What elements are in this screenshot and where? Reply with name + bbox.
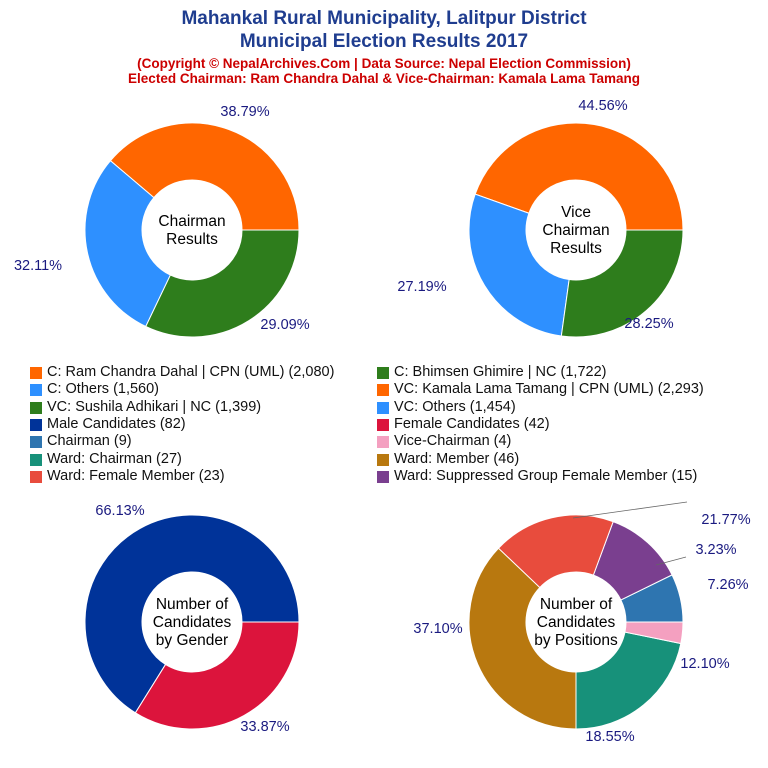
slice-percent-label: 44.56% [578,98,627,114]
legend-label: VC: Kamala Lama Tamang | CPN (UML) (2,29… [394,381,704,398]
legend-swatch [377,453,389,466]
chart-title-line1: Mahankal Rural Municipality, Lalitpur Di… [181,8,587,29]
slice-percent-label: 29.09% [260,317,309,333]
legend-swatch [30,436,42,449]
legend-label: Vice-Chairman (4) [394,433,512,450]
legend-label: C: Others (1,560) [47,381,160,398]
legend-swatch [377,401,389,414]
donut-center-label: Vice [561,204,591,221]
donut-hole [142,572,242,672]
leader-line [655,556,687,566]
legend-swatch [30,418,42,431]
donut-center-label: Chairman [542,222,609,239]
slice-percent-label: 7.26% [707,577,748,593]
slice-percent-label: 28.25% [624,316,673,332]
donut-center-label: Chairman [158,213,225,230]
donut-center-label: Candidates [537,614,616,631]
legend-label: Female Candidates (42) [394,415,550,432]
legend-swatch [30,470,42,483]
slice-percent-label: 27.19% [397,279,446,295]
legend-label: C: Bhimsen Ghimire | NC (1,722) [394,364,607,380]
legend-label: VC: Others (1,454) [394,398,516,415]
legend-label: Ward: Member (46) [394,450,520,467]
donut-hole [526,180,626,280]
legend-label: Male Candidates (82) [47,415,186,432]
slice-percent-label: 21.77% [701,512,750,528]
slice-percent-label: 66.13% [95,503,144,519]
legend-swatch [377,367,389,379]
legend-swatch [30,453,42,466]
legend-label: Ward: Female Member (23) [47,467,225,484]
legend-swatch [377,384,389,397]
legend-label: VC: Sushila Adhikari | NC (1,399) [47,398,262,415]
chart-title-line2: Municipal Election Results 2017 [239,31,529,52]
legend-swatch [377,418,389,431]
chart-subtitle-line2: Elected Chairman: Ram Chandra Dahal & Vi… [128,71,640,86]
legend-swatch [30,384,42,397]
donut-center-label: Number of [540,596,613,613]
slice-percent-label: 37.10% [413,621,462,637]
legend-swatch [377,470,389,483]
slice-percent-label: 38.79% [220,104,269,120]
slice-percent-label: 18.55% [585,729,634,745]
donut-center-label: Results [166,231,218,248]
donut-center-label: by Gender [156,632,228,649]
legend-label: Ward: Suppressed Group Female Member (15… [394,467,698,484]
donut-center-label: Number of [156,596,229,613]
legend-label: C: Ram Chandra Dahal | CPN (UML) (2,080) [47,364,335,380]
legend-swatch [377,436,389,449]
slice-percent-label: 3.23% [695,542,736,558]
donut-center-label: Results [550,240,602,257]
donut-hole [142,180,242,280]
slice-percent-label: 33.87% [240,719,289,735]
leader-line [572,501,688,519]
donut-center-label: by Positions [534,632,618,649]
slice-percent-label: 12.10% [680,656,729,672]
donut-center-label: Candidates [153,614,232,631]
legend-swatch [30,401,42,414]
legend-swatch [30,367,42,379]
legend-label: Ward: Chairman (27) [47,450,182,467]
chart-subtitle-line1: (Copyright © NepalArchives.Com | Data So… [137,56,631,71]
donut-hole [526,572,626,672]
legend-label: Chairman (9) [47,433,132,450]
slice-percent-label: 32.11% [14,258,62,274]
